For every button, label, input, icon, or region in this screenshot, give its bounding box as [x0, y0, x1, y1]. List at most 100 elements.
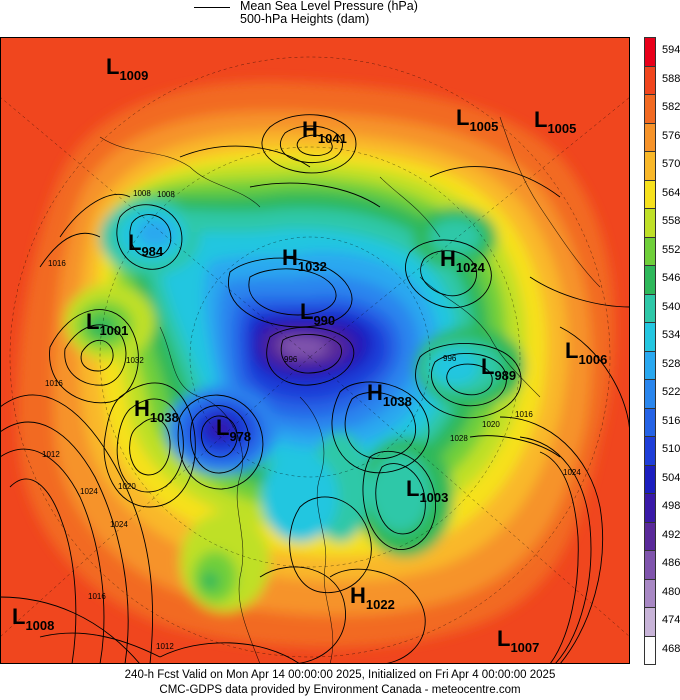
center-value: 978 — [229, 429, 251, 444]
isobar-label: 996 — [443, 354, 457, 363]
colorbar-label: 546 — [662, 272, 680, 285]
center-value: 984 — [141, 244, 163, 259]
colorbar-swatch — [644, 550, 656, 580]
center-type: L — [406, 476, 419, 501]
center-value: 1008 — [25, 618, 54, 633]
graticule — [0, 56, 630, 658]
colorbar-label: 564 — [662, 186, 680, 199]
colorbar-label: 474 — [662, 614, 680, 627]
isobar-label: 996 — [284, 355, 298, 364]
pressure-center: L1008 — [12, 604, 54, 633]
colorbar-swatch — [644, 122, 656, 152]
center-value: 1003 — [419, 490, 448, 505]
center-value: 1041 — [318, 131, 347, 146]
colorbar-swatch — [644, 350, 656, 380]
center-value: 1007 — [510, 640, 539, 655]
svg-text:H1032: H1032 — [282, 245, 327, 274]
forecast-info: 240-h Fcst Valid on Mon Apr 14 00:00:00 … — [124, 669, 556, 681]
legend-heights-label: 500-hPa Heights (dam) — [240, 12, 370, 26]
colorbar-label: 486 — [662, 557, 680, 570]
data-credit: CMC-GDPS data provided by Environment Ca… — [159, 684, 521, 696]
height-field-contours — [17, 81, 615, 648]
center-value: 1006 — [578, 352, 607, 367]
colorbar-swatch — [644, 265, 656, 295]
pressure-center: L984 — [128, 230, 164, 259]
colorbar-label: 522 — [662, 386, 680, 399]
pressure-center: H1022 — [350, 583, 395, 612]
legend-pressure-label: Mean Sea Level Pressure (hPa) — [240, 0, 418, 13]
center-type: L — [300, 299, 313, 324]
colorbar-label: 504 — [662, 471, 680, 484]
colorbar-label: 570 — [662, 158, 680, 171]
isobar-label: 1020 — [482, 420, 500, 429]
center-value: 1005 — [469, 119, 498, 134]
svg-text:L989: L989 — [481, 354, 516, 383]
colorbar-swatch — [644, 65, 656, 95]
svg-text:L984: L984 — [128, 230, 164, 259]
center-type: L — [456, 105, 469, 130]
center-type: L — [128, 230, 141, 255]
svg-text:L1007: L1007 — [497, 626, 539, 655]
isobar-label: 1008 — [133, 189, 151, 198]
pressure-center: L990 — [300, 299, 335, 328]
pressure-center: L989 — [481, 354, 516, 383]
colorbar-label: 528 — [662, 357, 680, 370]
center-type: H — [367, 380, 383, 405]
svg-text:L1008: L1008 — [12, 604, 54, 633]
colorbar-swatch — [644, 635, 656, 665]
svg-text:L1001: L1001 — [86, 309, 128, 338]
map-footer: 240-h Fcst Valid on Mon Apr 14 00:00:00 … — [0, 668, 680, 700]
colorbar-label: 540 — [662, 300, 680, 313]
center-value: 990 — [313, 313, 335, 328]
colorbar-swatch — [644, 208, 656, 238]
colorbar-label: 534 — [662, 329, 680, 342]
pressure-center: H1024 — [440, 246, 486, 275]
center-type: L — [565, 338, 578, 363]
center-type: L — [534, 107, 547, 132]
colorbar-swatch — [644, 436, 656, 466]
svg-text:L1005: L1005 — [456, 105, 498, 134]
pressure-center: H1038 — [367, 380, 412, 409]
colorbar-swatch — [644, 94, 656, 124]
isobar-label: 1012 — [42, 450, 60, 459]
svg-text:L978: L978 — [216, 415, 251, 444]
center-type: H — [282, 245, 298, 270]
pressure-center: L978 — [216, 415, 251, 444]
colorbar-swatch — [644, 493, 656, 523]
svg-text:L1006: L1006 — [565, 338, 607, 367]
svg-text:L990: L990 — [300, 299, 335, 328]
center-type: L — [86, 309, 99, 334]
center-value: 1005 — [547, 121, 576, 136]
isobar-label: 1008 — [157, 190, 175, 199]
colorbar-label: 498 — [662, 500, 680, 513]
svg-text:L1005: L1005 — [534, 107, 576, 136]
colorbar-label: 582 — [662, 101, 680, 114]
colorbar-swatch — [644, 293, 656, 323]
colorbar-swatch — [644, 179, 656, 209]
colorbar-swatch — [644, 236, 656, 266]
weather-map: 1008 1016 1032 1016 1024 1016 1020 1028 … — [0, 37, 630, 664]
center-value: 1009 — [119, 68, 148, 83]
center-type: L — [497, 626, 510, 651]
colorbar-label: 492 — [662, 528, 680, 541]
svg-text:H1041: H1041 — [302, 117, 347, 146]
pressure-center: L1005 — [456, 105, 498, 134]
colorbar-label: 552 — [662, 243, 680, 256]
svg-text:H1024: H1024 — [440, 246, 486, 275]
isobar-label: 1028 — [450, 434, 468, 443]
colorbar-swatch — [644, 464, 656, 494]
isobar-label: 1012 — [156, 642, 174, 651]
svg-text:H1022: H1022 — [350, 583, 395, 612]
height-colorbar: 594 588 582 576 570 564 558 552 546 540 534 528 522 5… — [644, 37, 680, 665]
isobar-labels: 1008 1016 1032 1016 1024 1016 1020 1028 … — [42, 189, 581, 651]
colorbar-label: 594 — [662, 44, 680, 57]
pressure-center: L1005 — [534, 107, 576, 136]
center-type: H — [134, 396, 150, 421]
center-value: 1032 — [298, 259, 327, 274]
pressure-center: L1009 — [106, 54, 148, 83]
map-frame — [0, 37, 630, 664]
coastlines — [99, 116, 601, 664]
isobar-lines — [0, 114, 630, 664]
center-type: L — [12, 604, 25, 629]
center-type: H — [302, 117, 318, 142]
